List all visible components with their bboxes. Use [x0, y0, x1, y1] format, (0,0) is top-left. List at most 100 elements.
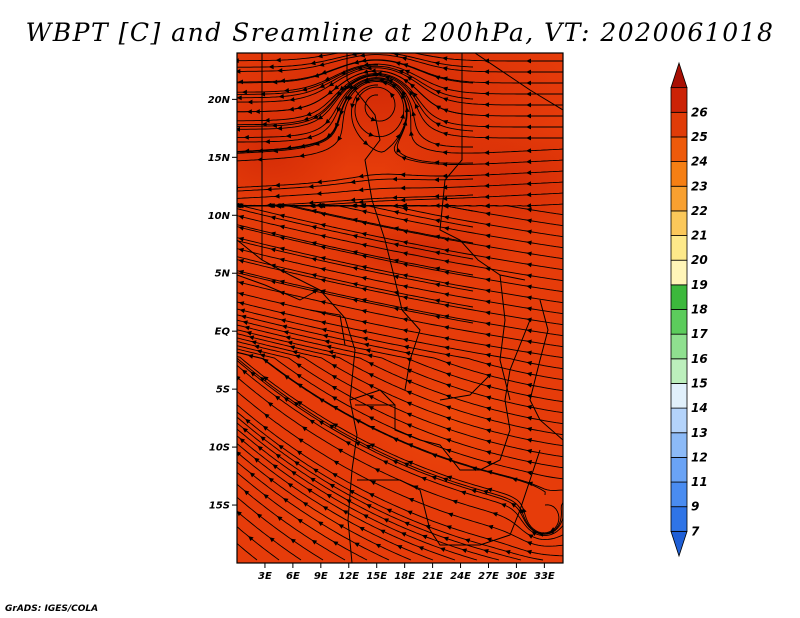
streamline-arrowhead: [296, 363, 302, 369]
streamline-arrowhead: [240, 314, 247, 320]
streamline-arrowhead: [526, 360, 532, 366]
streamline-arrowhead: [238, 258, 244, 264]
streamline-arrowhead: [487, 524, 494, 530]
streamline-arrowhead: [244, 148, 250, 154]
streamline-arrowhead: [238, 301, 245, 306]
streamline: [237, 248, 563, 315]
streamline-arrowhead: [442, 131, 448, 137]
streamline-arrowhead: [483, 549, 489, 554]
streamline-arrowhead: [374, 468, 381, 473]
streamline-arrowhead: [526, 339, 532, 345]
colorbar-swatch: [670, 407, 688, 434]
streamline-arrowhead: [351, 53, 357, 57]
grads-credit: GrADS: IGES/COLA: [5, 604, 99, 614]
colorbar-label: 21: [691, 229, 708, 243]
streamline-arrowhead: [526, 459, 532, 465]
streamline: [237, 510, 302, 561]
streamline-arrowhead: [266, 186, 272, 192]
streamline: [237, 422, 500, 561]
streamline-arrowhead: [396, 147, 401, 153]
colorbar-swatch: [670, 235, 688, 261]
streamline-arrowhead: [283, 397, 290, 402]
streamline-arrowhead: [357, 65, 363, 71]
streamline-arrowhead: [526, 404, 532, 410]
colorbar-swatch: [670, 432, 688, 458]
streamline-arrowhead: [484, 124, 490, 130]
streamline-arrowhead: [352, 282, 358, 287]
streamline-arrowhead: [402, 337, 409, 343]
streamline-arrowhead: [358, 199, 364, 205]
streamline-arrowhead: [361, 209, 367, 215]
streamline-arrowhead: [277, 68, 283, 73]
streamline-arrowhead: [369, 426, 376, 431]
streamline-arrowhead: [392, 460, 399, 465]
streamline-arrowhead: [443, 259, 450, 264]
streamline-arrowhead: [484, 150, 490, 155]
lat-label: 15S: [209, 501, 230, 512]
streamline-arrowhead: [526, 192, 532, 198]
streamline-arrowhead: [313, 468, 319, 474]
streamline-arrowhead: [402, 206, 408, 212]
streamline-arrowhead: [354, 542, 360, 547]
streamline-arrowhead: [290, 538, 296, 544]
streamline-arrowhead: [279, 202, 285, 208]
streamline-arrowhead: [242, 369, 248, 375]
streamline-arrowhead: [403, 78, 409, 84]
streamline-arrowhead: [237, 69, 241, 74]
streamline-arrowhead: [248, 335, 255, 341]
streamline-arrowhead: [238, 79, 243, 85]
streamline-arrowhead: [370, 480, 376, 486]
streamline-arrowhead: [361, 202, 367, 208]
streamline-arrowhead: [311, 257, 317, 262]
streamline-arrowhead: [442, 150, 448, 155]
streamline-arrowhead: [306, 488, 313, 494]
streamline-arrowhead: [283, 88, 290, 93]
streamline: [237, 181, 563, 199]
streamline-arrowhead: [339, 110, 345, 116]
streamline-arrowhead: [434, 298, 440, 304]
streamline-arrowhead: [434, 177, 439, 183]
streamline-arrowhead: [402, 218, 408, 223]
streamline-arrowhead: [443, 215, 450, 220]
streamline-arrowhead: [325, 118, 331, 124]
streamline-arrowhead: [328, 424, 335, 430]
streamline-arrowhead: [485, 428, 492, 434]
streamline-arrowhead: [310, 203, 316, 209]
streamline-arrowhead: [363, 342, 370, 348]
streamline-arrowhead: [352, 203, 358, 208]
streamline-arrowhead: [320, 223, 326, 228]
streamline-arrowhead: [283, 330, 289, 335]
streamline-arrowhead: [242, 427, 248, 433]
streamline-arrowhead: [281, 324, 288, 330]
streamline-arrowhead: [332, 405, 339, 411]
streamline-arrowhead: [238, 280, 244, 286]
streamline-arrowhead: [409, 130, 414, 136]
streamline-arrowhead: [487, 470, 493, 475]
streamline-arrowhead: [439, 547, 446, 552]
streamline-arrowhead: [339, 85, 345, 91]
streamline-arrowhead: [278, 94, 284, 99]
streamline-arrowhead: [238, 247, 244, 253]
streamline-arrowhead: [526, 181, 532, 187]
streamline-arrowhead: [318, 420, 325, 426]
streamline-arrowhead: [402, 229, 408, 234]
streamline-arrowhead: [264, 117, 270, 123]
streamline-arrowhead: [244, 325, 250, 331]
colorbar-label: 14: [691, 401, 708, 415]
streamline-arrowhead: [244, 490, 250, 496]
streamline-arrowhead: [363, 62, 369, 67]
streamline-arrowhead: [345, 95, 350, 102]
streamline-arrowhead: [361, 287, 367, 292]
lon-label: 33E: [534, 571, 555, 582]
streamline-arrowhead: [402, 262, 408, 268]
colorbar-swatch: [670, 456, 688, 483]
streamline-arrowhead: [526, 170, 532, 176]
streamline-arrowhead: [292, 350, 298, 355]
streamline-arrowhead: [434, 75, 441, 80]
streamline-arrowhead: [239, 308, 246, 314]
streamline-arrowhead: [526, 124, 531, 130]
streamline-arrowhead: [393, 210, 399, 215]
streamline-arrowhead: [250, 371, 256, 377]
streamline-arrowhead: [401, 90, 407, 97]
